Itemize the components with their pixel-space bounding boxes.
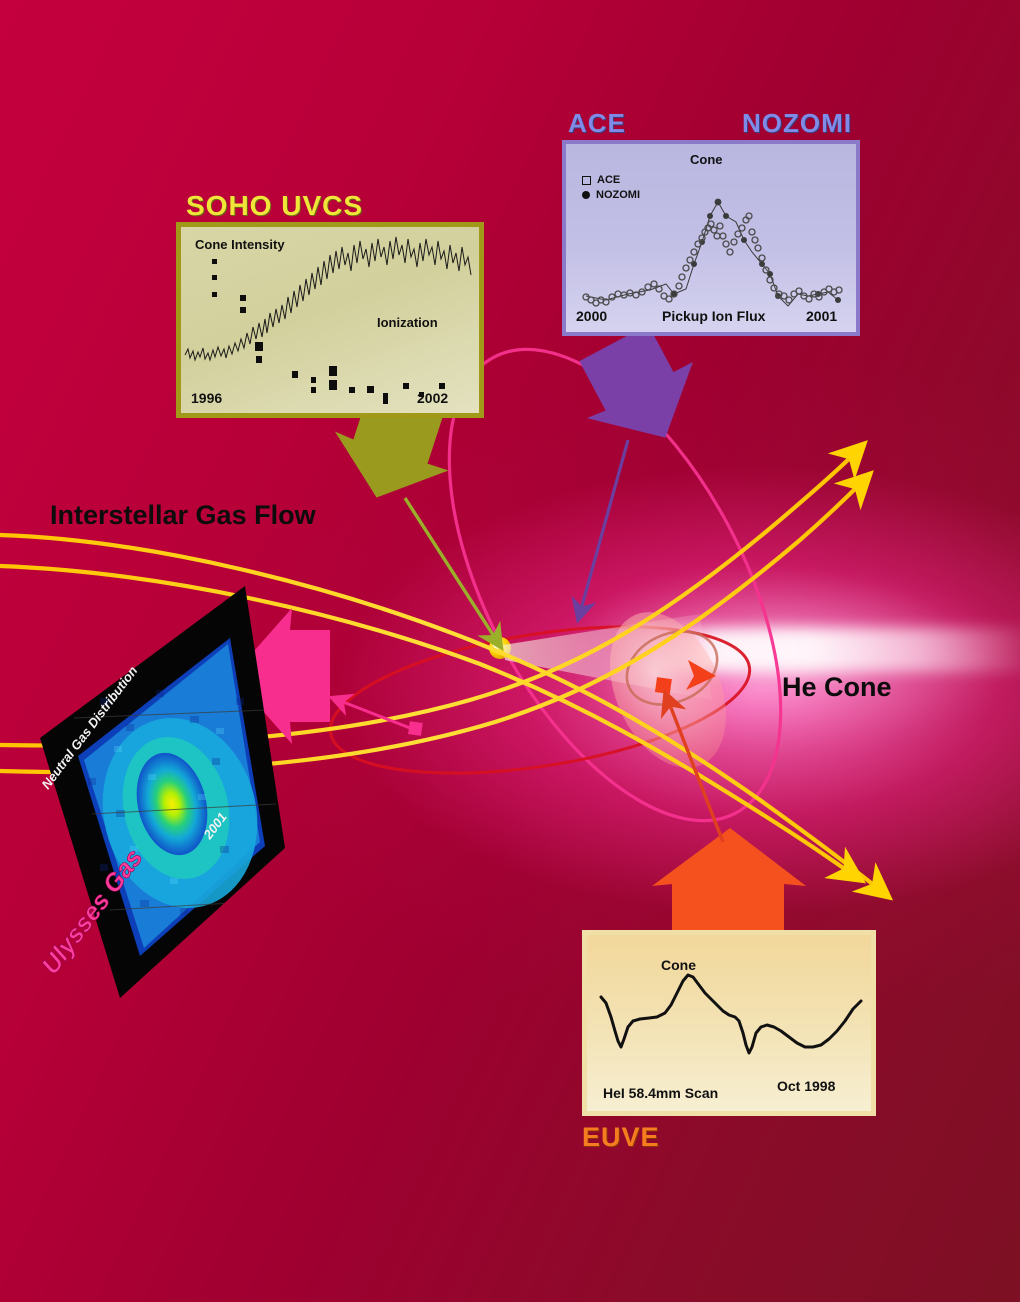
nozomi-panel-title: NOZOMI — [742, 108, 852, 138]
nozomi-legend-label: NOZOMI — [596, 189, 640, 201]
ace-x-axis-label: Pickup Ion Flux — [662, 308, 766, 324]
ulysses-pointer-arrow — [232, 608, 411, 744]
soho-uvcs-panel[interactable]: Cone Intensity Ionization 1996 2002 — [176, 222, 484, 418]
ace-legend-label: ACE — [597, 174, 621, 186]
ulysses-gas-panel[interactable]: Neutral Gas Distribution 2001 Ulysses Ga… — [30, 578, 300, 998]
he-cone-label: He Cone — [782, 672, 892, 702]
soho-x-end-label: 2002 — [417, 390, 449, 406]
euve-sample-marker — [654, 677, 672, 695]
ace-pointer-arrow — [571, 324, 693, 624]
euve-scan-label: HeI 58.4mm Scan — [603, 1085, 719, 1101]
soho-ionization-label: Ionization — [377, 315, 438, 330]
ace-points — [582, 212, 843, 307]
ace-x-start-label: 2000 — [576, 308, 608, 324]
ace-x-end-label: 2001 — [806, 308, 838, 324]
cone-direction-arrowhead — [686, 660, 716, 690]
soho-pointer-arrow — [334, 391, 504, 652]
euve-panel-title: EUVE — [582, 1122, 660, 1152]
filled-circle-icon — [582, 191, 590, 199]
euve-scan-trace — [599, 973, 863, 1055]
soho-x-start-label: 1996 — [191, 390, 223, 406]
ace-cone-peak-label: Cone — [690, 152, 723, 167]
open-square-icon — [582, 175, 591, 185]
ace-nozomi-plot — [582, 198, 843, 307]
euve-panel[interactable]: Cone HeI 58.4mm Scan Oct 1998 — [582, 930, 876, 1116]
soho-ionization-trace — [184, 236, 472, 362]
soho-cone-intensity-label: Cone Intensity — [195, 237, 285, 252]
soho-plot — [184, 236, 472, 404]
ace-nozomi-panel[interactable]: Cone ACE NOZOMI Pickup Ion Flux 2000 200… — [562, 140, 860, 336]
soho-panel-title: SOHO UVCS — [186, 190, 364, 221]
soho-cone-intensity-points — [212, 259, 445, 404]
euve-pointer-arrow — [652, 688, 806, 930]
euve-plot — [599, 973, 863, 1055]
euve-date-label: Oct 1998 — [777, 1078, 836, 1094]
ace-legend: ACE NOZOMI — [582, 174, 640, 201]
interstellar-gas-flow-label: Interstellar Gas Flow — [50, 500, 316, 530]
ulysses-plot: Neutral Gas Distribution 2001 Ulysses Ga… — [36, 586, 285, 998]
ace-panel-title: ACE — [568, 108, 626, 138]
ulysses-sample-marker — [408, 721, 423, 736]
ulysses-gas-map — [73, 638, 285, 956]
euve-cone-peak-label: Cone — [661, 957, 696, 973]
orbit-ellipse-red — [328, 625, 752, 775]
